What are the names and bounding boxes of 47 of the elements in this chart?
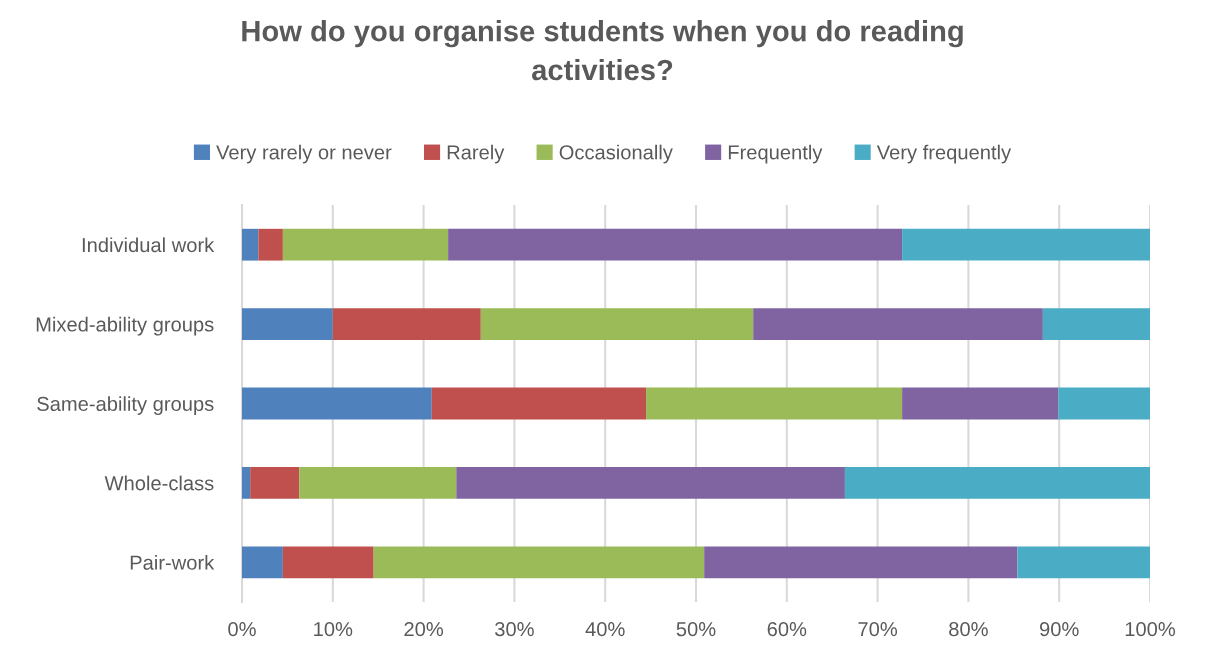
x-tick-label: 70% — [858, 621, 898, 637]
bar — [1058, 387, 1150, 420]
y-tick-label: Whole-class — [104, 475, 214, 491]
x-tick-label: 80% — [949, 621, 988, 637]
bar — [902, 228, 1150, 261]
x-tick-label: 10% — [314, 621, 353, 637]
bar — [431, 387, 647, 420]
bar — [480, 308, 754, 340]
bar — [753, 308, 1043, 340]
y-tick-label: Individual work — [82, 237, 215, 253]
bar — [242, 546, 283, 579]
y-tick-label: Pair-work — [130, 555, 215, 570]
bar — [704, 546, 1018, 579]
x-tick-label: 0% — [228, 621, 256, 637]
bar — [250, 467, 300, 499]
bar — [456, 467, 845, 499]
legend-label: Rarely — [447, 144, 505, 164]
bar — [332, 308, 481, 340]
x-tick-label: 50% — [676, 621, 716, 637]
x-tick-label: 30% — [495, 621, 534, 637]
bar — [299, 467, 457, 499]
x-tick-label: 90% — [1039, 621, 1079, 637]
bar — [242, 308, 333, 340]
legend-label: Occasionally — [559, 144, 673, 164]
bar — [1042, 308, 1150, 340]
bar — [646, 387, 903, 420]
x-tick-label: 20% — [404, 621, 444, 637]
bar — [258, 228, 283, 261]
bar — [242, 467, 251, 499]
bar — [373, 546, 705, 579]
bar — [902, 387, 1059, 420]
x-tick-label: 60% — [767, 621, 807, 637]
bar — [844, 467, 1150, 499]
legend-label: Very rarely or never — [216, 144, 392, 164]
bar — [282, 228, 449, 261]
legend-label: Frequently — [728, 144, 823, 164]
bar — [242, 228, 259, 261]
chart-title: How do you organise students when you do reading activities? — [242, 20, 963, 81]
bar — [282, 546, 374, 579]
bar — [242, 387, 432, 420]
x-tick-label: 40% — [585, 621, 625, 637]
legend-label: Very frequently — [876, 144, 1012, 164]
bar — [1017, 546, 1150, 579]
y-tick-label: Same-ability groups — [37, 396, 214, 415]
x-tick-label: 100% — [1125, 621, 1176, 637]
bar — [448, 228, 903, 261]
y-tick-label: Mixed-ability groups — [36, 316, 214, 336]
